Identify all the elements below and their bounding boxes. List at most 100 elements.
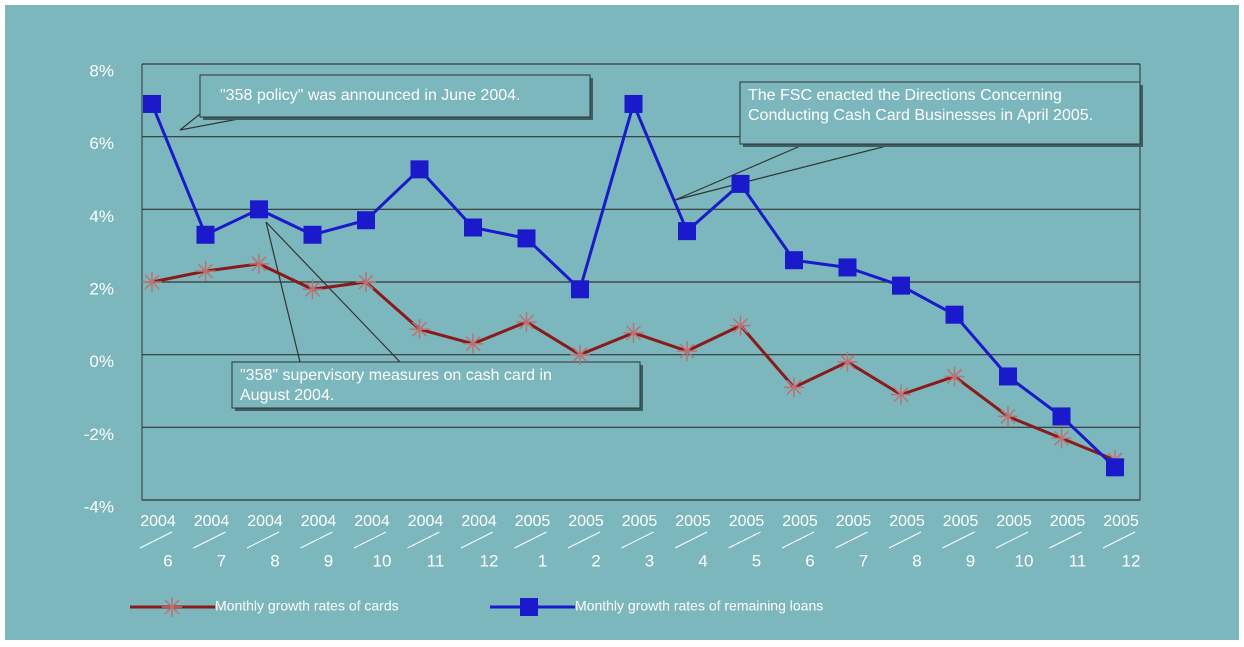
star-stroke bbox=[572, 347, 588, 363]
x-tick-label: 2004 bbox=[354, 513, 390, 530]
x-tick-label: 8 bbox=[912, 551, 921, 570]
callout-line bbox=[674, 139, 911, 201]
point bbox=[571, 280, 589, 299]
x-tick-label: 2004 bbox=[408, 513, 444, 530]
x-slash bbox=[728, 531, 761, 549]
point bbox=[463, 333, 483, 354]
x-slash bbox=[1049, 531, 1082, 549]
star-stroke bbox=[518, 314, 535, 330]
x-tick-label: 2005 bbox=[836, 513, 872, 530]
x-tick-label: 2005 bbox=[782, 513, 818, 530]
star-stroke bbox=[893, 387, 909, 403]
x-slash bbox=[781, 531, 815, 549]
x-tick-label: 2004 bbox=[140, 513, 176, 530]
y-tick-label: 2% bbox=[89, 279, 114, 298]
x-slash bbox=[1102, 531, 1136, 549]
x-slash bbox=[995, 531, 1029, 549]
annotation-box bbox=[231, 361, 641, 409]
x-tick-label: 4 bbox=[698, 551, 707, 570]
point bbox=[142, 272, 162, 292]
x-tick-label: 3 bbox=[645, 551, 654, 570]
x-tick-label: 8 bbox=[270, 551, 279, 570]
point bbox=[892, 276, 910, 295]
x-tick-label: 2005 bbox=[515, 513, 551, 530]
star-stroke bbox=[411, 321, 428, 337]
star-stroke bbox=[839, 354, 856, 370]
x-tick-label: 6 bbox=[805, 551, 814, 570]
point bbox=[944, 366, 965, 387]
x-tick-label: 9 bbox=[324, 551, 333, 570]
point bbox=[731, 174, 750, 193]
annotation-text: "358 policy" was announced in June 2004. bbox=[220, 87, 520, 104]
point bbox=[730, 315, 751, 336]
star-stroke bbox=[625, 325, 642, 341]
x-tick-label: 10 bbox=[373, 551, 392, 570]
x-slash bbox=[888, 531, 922, 549]
point bbox=[891, 384, 911, 405]
star-stroke bbox=[197, 263, 214, 279]
point bbox=[1051, 428, 1072, 449]
legend-label: Monthly growth rates of cards bbox=[215, 598, 399, 614]
x-slash bbox=[674, 531, 708, 549]
x-tick-label: 2005 bbox=[622, 513, 658, 530]
x-tick-label: 2005 bbox=[729, 513, 765, 530]
x-tick-label: 10 bbox=[1015, 551, 1034, 570]
point bbox=[516, 311, 537, 332]
point bbox=[143, 94, 161, 113]
y-tick-label: 4% bbox=[89, 207, 114, 226]
point bbox=[1052, 407, 1071, 426]
point bbox=[410, 160, 429, 179]
x-tick-label: 2004 bbox=[194, 513, 230, 530]
x-slash bbox=[353, 531, 387, 549]
x-tick-label: 2005 bbox=[568, 513, 604, 530]
star-stroke bbox=[251, 256, 267, 272]
star-stroke bbox=[732, 318, 749, 334]
callout-line bbox=[265, 221, 401, 363]
x-tick-label: 1 bbox=[538, 551, 547, 570]
point bbox=[784, 377, 804, 398]
y-tick-label: 8% bbox=[89, 61, 114, 80]
x-tick-label: 2005 bbox=[675, 513, 711, 530]
point bbox=[357, 211, 375, 230]
x-tick-label: 7 bbox=[217, 551, 226, 570]
x-slash bbox=[407, 531, 440, 549]
point bbox=[249, 253, 269, 274]
star-stroke bbox=[144, 274, 160, 290]
legend-marker bbox=[162, 597, 182, 617]
callout-line bbox=[265, 221, 301, 363]
point bbox=[785, 251, 803, 270]
x-tick-label: 12 bbox=[480, 551, 499, 570]
x-tick-label: 2005 bbox=[1103, 513, 1139, 530]
legend-label: Monthly growth rates of remaining loans bbox=[575, 598, 823, 614]
star-stroke bbox=[164, 599, 180, 615]
point bbox=[570, 344, 590, 365]
x-tick-label: 2005 bbox=[996, 513, 1032, 530]
x-tick-label: 2004 bbox=[247, 513, 283, 530]
x-slash bbox=[567, 531, 601, 549]
point bbox=[303, 225, 322, 244]
x-tick-label: 2005 bbox=[1050, 513, 1086, 530]
annotation-text: The FSC enacted the Directions Concernin… bbox=[748, 87, 1062, 104]
star-stroke bbox=[679, 343, 695, 359]
y-tick-label: 0% bbox=[89, 352, 114, 371]
x-slash bbox=[139, 531, 173, 549]
annotation-text: "358" supervisory measures on cash card … bbox=[240, 367, 552, 384]
x-tick-label: 2005 bbox=[889, 513, 925, 530]
x-slash bbox=[300, 531, 333, 549]
star-stroke bbox=[1000, 408, 1016, 424]
x-slash bbox=[460, 531, 494, 549]
y-tick-label: 6% bbox=[89, 134, 114, 153]
point bbox=[250, 200, 268, 219]
star-stroke bbox=[304, 281, 321, 297]
point bbox=[1106, 458, 1124, 477]
point bbox=[195, 261, 216, 282]
annotation-box bbox=[739, 81, 1141, 145]
point bbox=[677, 341, 697, 362]
x-slash bbox=[246, 531, 280, 549]
x-slash bbox=[621, 531, 654, 549]
y-tick-label: -2% bbox=[84, 425, 114, 444]
point bbox=[999, 367, 1017, 386]
x-tick-label: 5 bbox=[752, 551, 761, 570]
star-stroke bbox=[1053, 430, 1070, 446]
